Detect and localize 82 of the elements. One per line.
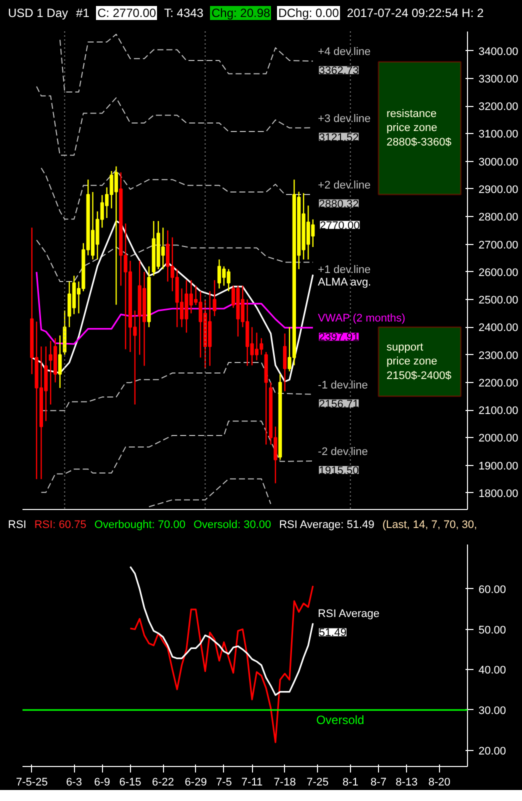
y-tick-label: 30.00	[478, 704, 506, 717]
text: T: 4343	[163, 6, 204, 20]
text: 2017-07-24 09:22:54 H: 2	[346, 6, 485, 20]
text: DChg: 0.00	[277, 6, 340, 20]
x-tick-label: 8-13	[396, 776, 418, 788]
line-series	[129, 585, 314, 744]
annotation: 2770.00	[320, 220, 360, 232]
series-label: -2 dev.line	[318, 446, 368, 458]
y-tick-label: 2800.00	[478, 212, 518, 224]
line-series	[36, 271, 314, 345]
x-tick-label: 6-22	[152, 776, 174, 788]
y-tick-label: 1900.00	[478, 460, 518, 472]
x-tick-label: 6-15	[119, 776, 142, 788]
series-label: -1 dev.line	[318, 379, 368, 392]
y-tick-label: 3000.00	[478, 156, 518, 168]
band-label: support price zone 2150$-2400$	[386, 341, 452, 382]
x-tick-label: 8-20	[428, 776, 450, 788]
chart-title: USD 1 Day	[7, 6, 70, 20]
y-tick-label: 3200.00	[478, 101, 518, 114]
y-tick-label: 1800.00	[478, 488, 518, 500]
candlestick	[212, 280, 216, 317]
y-tick-label: 2700.00	[478, 239, 518, 252]
y-tick-label: 2000.00	[478, 432, 518, 445]
data-label: 51.49	[318, 627, 346, 640]
text: (Last, 14, 7, 70, 30,	[381, 519, 478, 531]
line-series	[129, 566, 314, 696]
candlestick	[283, 332, 287, 392]
data-label: 3121.52	[318, 132, 359, 144]
text: C: 2770.00	[96, 6, 158, 20]
y-tick-label: 2200.00	[478, 377, 518, 390]
x-tick-label: 6-3	[66, 776, 82, 788]
x-tick-label: 7-25	[306, 776, 329, 788]
series-label: VWAP (2 months)	[318, 312, 406, 325]
data-label: 2880.32	[318, 198, 359, 210]
line-series	[148, 478, 272, 508]
line-series	[31, 220, 314, 382]
series-label: RSI Average	[318, 608, 380, 620]
chart-title: RSI	[7, 519, 28, 531]
y-tick-label: 50.00	[478, 624, 506, 636]
y-tick-label: 2400.00	[478, 322, 518, 334]
text: Overbought: 70.00	[93, 519, 186, 531]
data-label: 2397.91	[318, 332, 359, 344]
x-tick-label: 7-11	[241, 776, 263, 788]
y-tick-label: 2100.00	[478, 405, 518, 418]
y-tick-label: 40.00	[478, 664, 506, 677]
x-tick-label: 7-5-25	[16, 776, 48, 788]
y-tick-label: 3300.00	[478, 73, 518, 86]
line-series	[59, 34, 314, 93]
text: RSI Average: 51.49	[278, 519, 376, 531]
data-label: 2156.71	[318, 398, 359, 410]
y-tick-label: 20.00	[478, 745, 506, 758]
y-tick-label: 3400.00	[478, 46, 518, 58]
text: Chg: 20.98	[210, 6, 272, 20]
y-tick-label: 3100.00	[478, 128, 518, 141]
series-label: +4 dev.line	[318, 46, 371, 58]
series-label: +3 dev.line	[318, 112, 371, 125]
y-tick-label: 60.00	[478, 584, 506, 596]
y-tick-label: 2500.00	[478, 294, 518, 307]
candlestick	[306, 204, 310, 260]
band-label: resistance price zone 2880$-3360$	[386, 108, 452, 149]
x-tick-label: 8-7	[370, 776, 386, 788]
x-tick-label: 6-29	[184, 776, 207, 788]
candlestick	[58, 334, 62, 389]
x-tick-label: 6-9	[94, 776, 110, 788]
y-tick-label: 2900.00	[478, 184, 518, 196]
candlestick	[217, 258, 222, 290]
x-tick-label: 8-1	[342, 776, 358, 788]
ref-line-label: Oversold	[316, 712, 364, 727]
series-label: +2 dev.line	[318, 179, 371, 192]
x-tick-label: 7-18	[274, 776, 296, 788]
x-tick-label: 7-5	[216, 776, 232, 788]
line-series	[40, 420, 314, 493]
text: #1	[75, 6, 90, 20]
line-series	[36, 240, 314, 282]
y-tick-label: 2600.00	[478, 266, 518, 279]
data-label: 1915.50	[318, 465, 359, 478]
text: Oversold: 30.00	[192, 519, 272, 531]
line-series	[40, 362, 314, 412]
series-label: +1 dev.line	[318, 264, 371, 276]
y-tick-label: 2300.00	[478, 350, 518, 362]
text: RSI: 60.75	[33, 519, 88, 531]
series-label: ALMA avg.	[318, 276, 372, 289]
